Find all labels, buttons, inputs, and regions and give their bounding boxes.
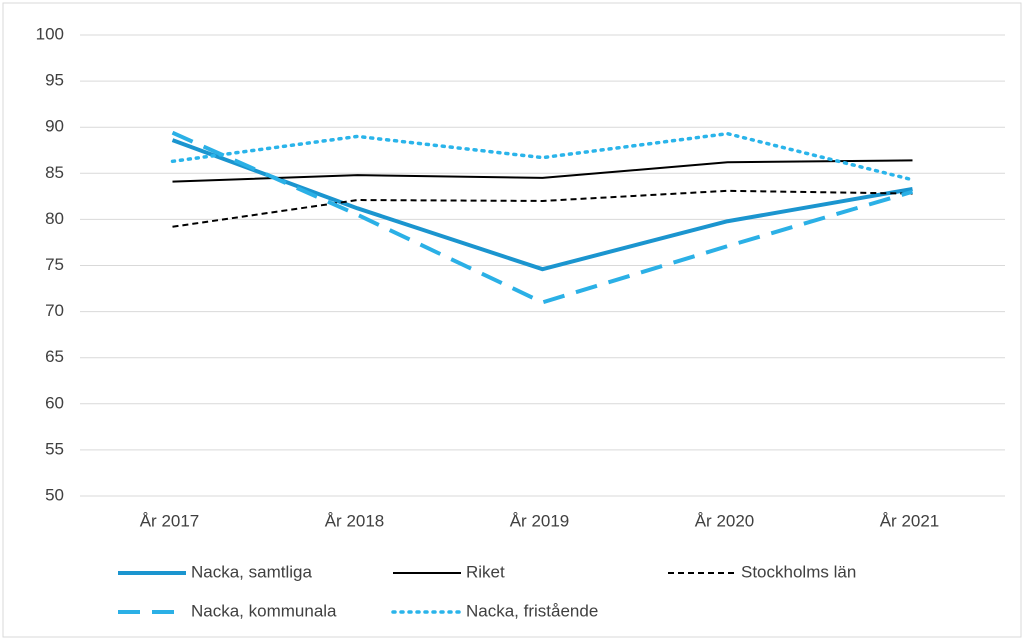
y-tick-label: 90 [45,117,64,136]
series-line [172,159,913,183]
y-tick-label: 80 [45,209,64,228]
y-tick-label: 50 [45,485,64,504]
legend-label: Nacka, samtliga [191,562,312,581]
legend-label: Stockholms län [741,562,856,581]
y-tick-label: 55 [45,439,64,458]
x-tick-label: År 2019 [510,511,570,530]
legend-label: Nacka, fristående [466,601,598,620]
y-tick-label: 95 [45,71,64,90]
series-line [171,130,914,305]
y-tick-label: 85 [45,163,64,182]
series-line [171,138,913,272]
y-tick-label: 75 [45,255,64,274]
series-line [170,131,915,182]
y-tick-label: 60 [45,393,64,412]
x-tick-label: År 2017 [140,511,200,530]
legend-label: Nacka, kommunala [191,601,337,620]
y-tick-label: 70 [45,301,64,320]
series-line [172,189,913,228]
x-tick-label: År 2021 [880,511,940,530]
legend-label: Riket [466,562,505,581]
y-tick-label: 65 [45,347,64,366]
y-tick-label: 100 [36,24,64,43]
x-tick-label: År 2018 [325,511,385,530]
x-tick-label: År 2020 [695,511,755,530]
